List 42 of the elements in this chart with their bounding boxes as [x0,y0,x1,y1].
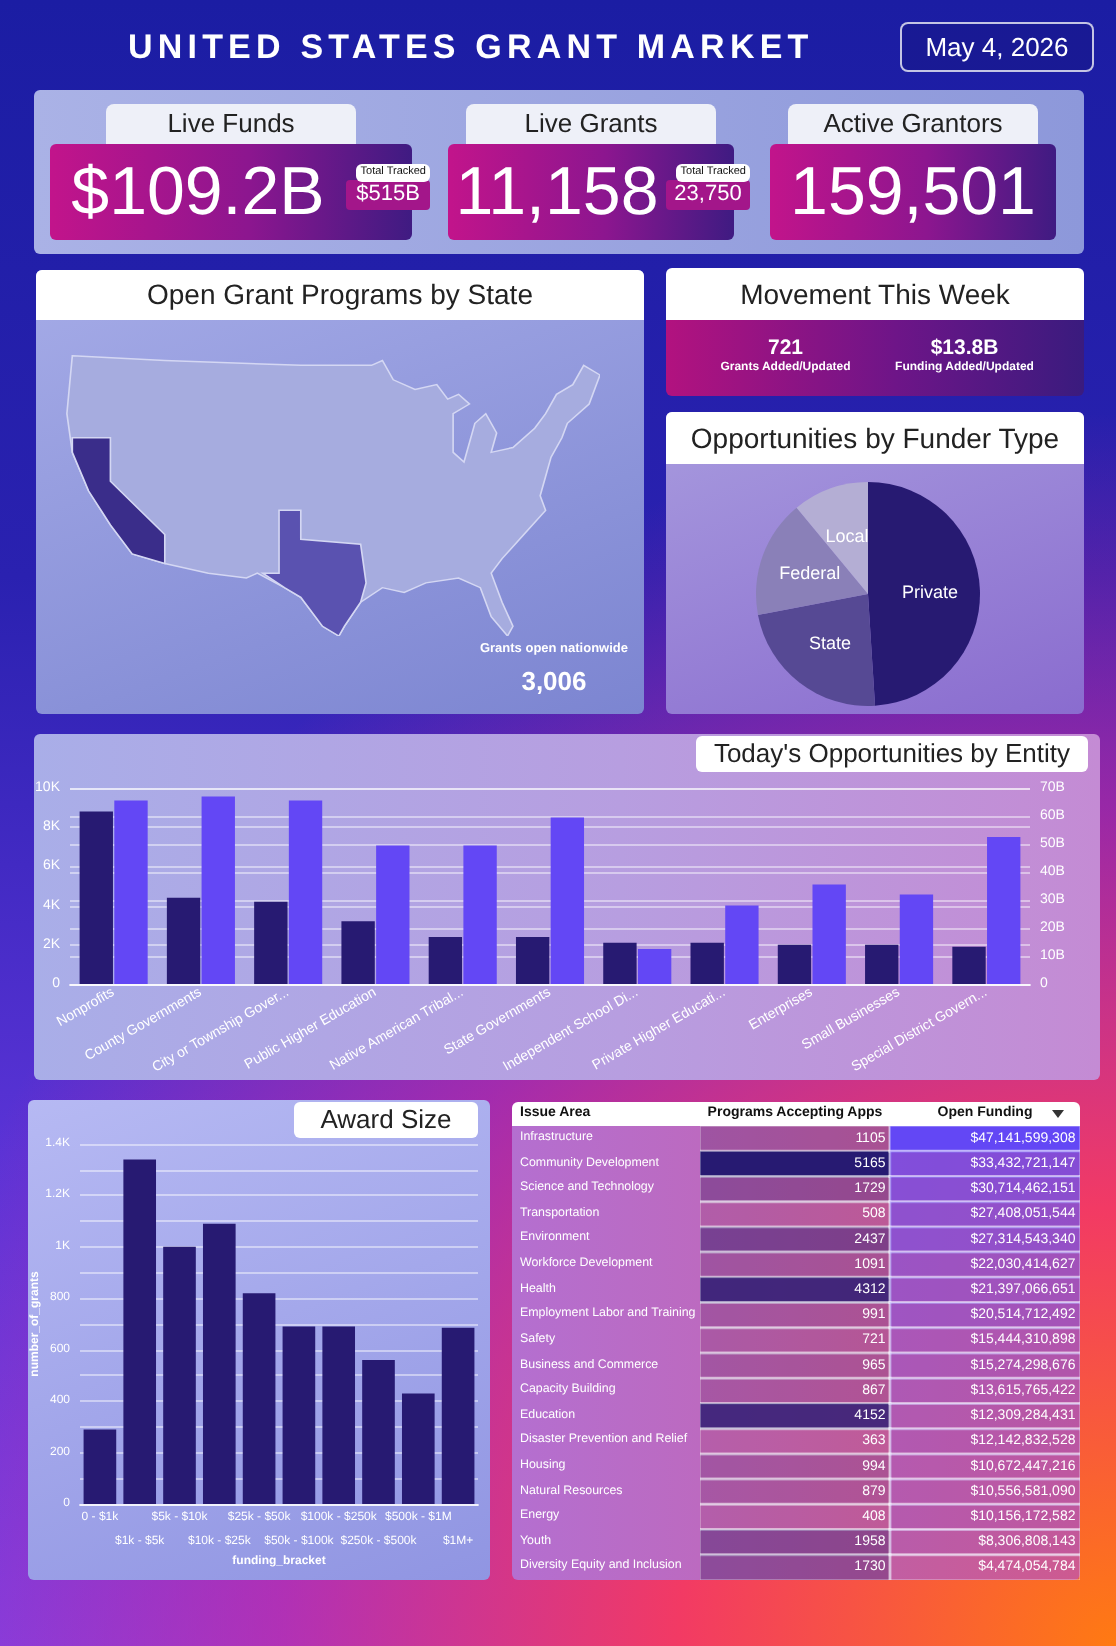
slice-label: State [808,632,852,653]
text: Active Grantors [788,104,1038,144]
text: 3,006 [519,666,589,696]
bar [282,1326,316,1504]
bar [463,845,497,984]
chart-title: Opportunities by Funder Type [666,412,1084,464]
bar [441,1327,475,1504]
bar [401,1393,435,1504]
bar [515,936,550,984]
bar [550,817,585,984]
text: $109.2B [69,152,327,234]
bar [288,800,323,984]
bar [322,1326,356,1504]
text: $515B [346,180,430,210]
text: May 4, 2026 [900,22,1094,72]
bar [202,1223,236,1504]
bar [163,1246,196,1504]
text: 23,750 [666,180,750,210]
bar [376,845,410,984]
text: Live Grants [466,104,716,144]
chart-title: Award Size [294,1102,478,1138]
chart-title: Today's Opportunities by Entity [696,736,1088,772]
bar [812,884,846,984]
bar [899,894,934,984]
text: 159,501 [770,144,1056,240]
bar [952,946,986,984]
text: 721 [765,336,806,360]
text: Movement This Week [666,268,1084,320]
bar [83,1429,117,1504]
bar [362,1360,395,1504]
text: 11,158 [453,152,661,234]
text: Live Funds [106,104,356,144]
text: Open Grant Programs by State [36,270,644,320]
slice-label: Private [901,582,958,603]
slice-label: Local [825,525,869,546]
slice-label: Federal [779,563,841,583]
bar [987,837,1021,984]
text: UNITED STATES GRANT MARKET [128,26,814,70]
bar [123,1159,157,1504]
text: $13.8B [928,336,1001,360]
bar [242,1293,276,1504]
bar [201,796,235,984]
